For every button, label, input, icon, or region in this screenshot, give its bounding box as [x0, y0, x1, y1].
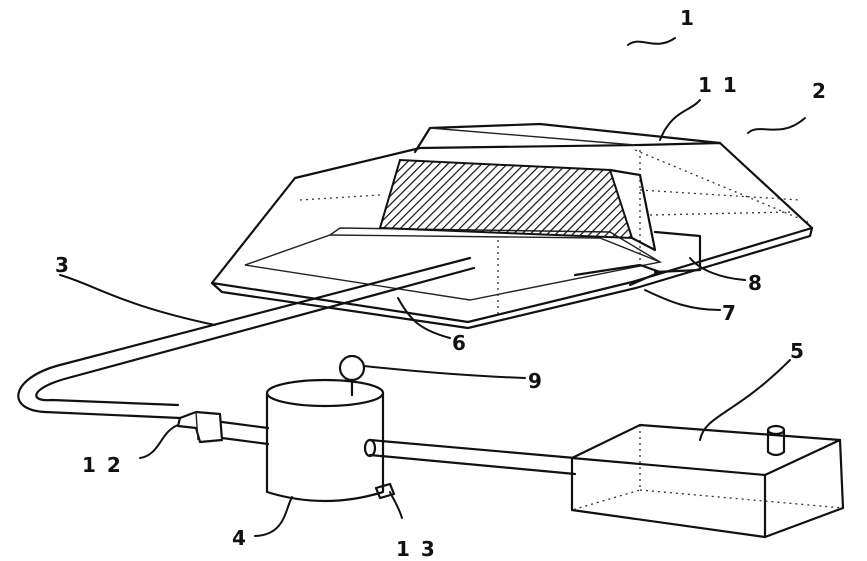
leader-6: [397, 297, 451, 339]
label-pipe: 3: [55, 253, 71, 277]
inner-tray: [244, 234, 663, 301]
label-part-9: 9: [528, 369, 544, 393]
tank: [265, 354, 396, 503]
hidden-line-1: [634, 149, 809, 223]
hidden-line-5: [299, 194, 381, 201]
leader-13: [389, 491, 403, 519]
frame-member: [653, 230, 702, 274]
label-housing: 2: [812, 79, 828, 103]
drain-valve: [374, 482, 396, 500]
pipe-upper-edge: [17, 256, 472, 420]
pipe-to-container-upper: [368, 438, 577, 460]
leader-2: [747, 117, 806, 134]
leader-12: [139, 424, 179, 459]
leader-3: [59, 274, 216, 326]
container-side: [763, 438, 845, 539]
container-spout-top: [766, 424, 786, 436]
filter-element: [378, 158, 634, 240]
frame-bottom: [573, 263, 662, 287]
filter-side-panel: [608, 168, 657, 252]
label-part-6: 6: [452, 331, 468, 355]
container-front: [570, 456, 767, 539]
leader-1: [627, 37, 676, 46]
container: [570, 423, 845, 539]
hidden-line-3: [649, 211, 791, 216]
container-hidden-edge: [571, 425, 844, 511]
label-part-8: 8: [748, 271, 764, 295]
pipe: [17, 256, 577, 476]
valve-detail: [195, 411, 199, 441]
hidden-line-2: [639, 189, 801, 201]
label-part-12: 1 2: [82, 453, 123, 477]
label-container: 5: [790, 339, 806, 363]
pump-head: [338, 354, 366, 382]
leader-8: [689, 257, 746, 281]
pipe-to-tank: [220, 420, 270, 446]
label-apparatus: 1: [680, 6, 696, 30]
label-part-11: 1 1: [698, 73, 739, 97]
label-part-7: 7: [722, 301, 738, 325]
pipe-lower-edge: [35, 266, 476, 407]
pipe-end-cap: [363, 438, 377, 458]
tank-top: [265, 378, 385, 408]
container-spout: [766, 428, 786, 457]
housing-base-rim: [210, 226, 814, 330]
pipe-to-container-lower: [368, 453, 577, 476]
leader-4: [254, 496, 293, 537]
label-part-13: 1 3: [396, 537, 437, 561]
leader-9: [363, 365, 526, 379]
container-top: [570, 423, 842, 477]
housing: [210, 122, 814, 330]
leader-11: [659, 99, 701, 141]
leader-7: [644, 289, 721, 311]
label-tank: 4: [232, 526, 248, 550]
leader-5: [699, 359, 791, 441]
leader-lines: [59, 37, 806, 537]
housing-top-cover-edge: [429, 127, 636, 146]
valve: [176, 410, 224, 444]
housing-top-cover: [413, 122, 722, 154]
valve-body: [176, 410, 224, 444]
